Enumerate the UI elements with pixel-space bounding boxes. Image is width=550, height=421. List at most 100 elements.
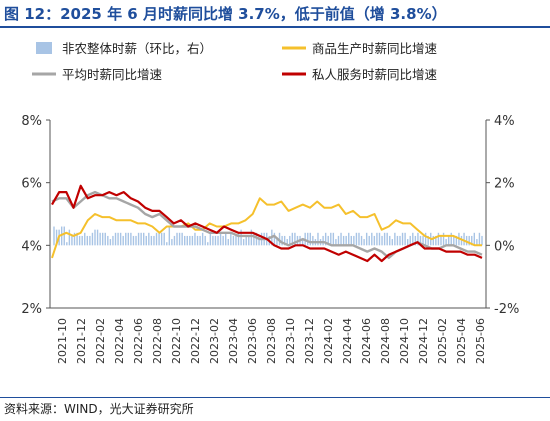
bar-mark (194, 232, 196, 246)
bar-mark (432, 235, 435, 246)
bar-mark (437, 232, 440, 246)
bar-mark (219, 232, 222, 246)
right-tick-label: -2% (494, 302, 519, 317)
bar-mark (399, 235, 401, 246)
bar-mark (289, 235, 291, 246)
x-tick-label: 2023-04 (227, 318, 240, 364)
bar-mark (381, 235, 383, 246)
bar-mark (217, 235, 219, 246)
x-tick-label: 2023-08 (265, 318, 278, 364)
bar-mark (473, 232, 476, 246)
x-tick-label: 2023-10 (284, 318, 297, 364)
bar-mark (242, 239, 245, 246)
bar-mark (225, 232, 227, 246)
right-tick-label: 4% (494, 114, 515, 129)
bar-mark (442, 232, 445, 246)
bar-mark (119, 232, 122, 246)
bar-mark (143, 232, 145, 246)
bar-mark (294, 232, 296, 246)
bar-mark (327, 235, 329, 246)
bar-mark (68, 229, 71, 246)
bar-mark (478, 232, 481, 246)
bar-mark (189, 235, 191, 246)
bar-mark (394, 232, 396, 246)
bar-mark (76, 232, 78, 246)
bar-mark (155, 232, 158, 246)
bar-mark (109, 239, 112, 246)
bar-mark (348, 232, 350, 246)
left-tick-label: 2% (21, 302, 42, 317)
x-tick-label: 2024-12 (417, 318, 430, 364)
bar-mark (137, 232, 140, 246)
bar-mark (71, 235, 73, 246)
bar-mark (401, 232, 404, 246)
bar-mark (204, 235, 206, 246)
bar-mark (373, 235, 376, 246)
x-tick-label: 2022-04 (113, 318, 126, 364)
bar-mark (389, 235, 391, 246)
bar-mark (283, 235, 286, 246)
series-line-2 (51, 190, 483, 260)
bar-mark (281, 235, 283, 246)
series-line-3 (51, 184, 483, 263)
chart-title: 图 12：2025 年 6 月时薪同比增 3.7%，低于前值（增 3.8%） (4, 5, 447, 23)
bar-mark (317, 232, 319, 246)
bar-mark (355, 232, 358, 246)
x-tick-label: 2023-06 (246, 318, 259, 364)
bar-mark (340, 232, 342, 246)
bar-mark (330, 232, 332, 246)
bar-mark (237, 232, 240, 246)
bar-mark (376, 232, 378, 246)
bar-mark (450, 232, 452, 246)
bar-mark (99, 232, 101, 246)
x-tick-label: 2024-10 (398, 318, 411, 364)
bar-mark (301, 239, 304, 246)
bar-mark (207, 242, 209, 246)
bar-mark (286, 239, 288, 246)
bar-mark (166, 242, 168, 246)
bar-mark (107, 235, 109, 246)
bar-mark (455, 235, 458, 246)
bar-mark (89, 235, 91, 246)
bar-mark (127, 232, 130, 246)
bar-mark (409, 235, 411, 246)
bar-mark (86, 235, 89, 246)
bar-mark (424, 232, 427, 246)
bar-mark (404, 232, 406, 246)
bar-mark (60, 226, 63, 246)
legend-label: 平均时薪同比增速 (62, 67, 163, 82)
bar-mark (360, 235, 363, 246)
legend-label: 非农整体时薪（环比，右） (62, 41, 212, 56)
footer-divider (0, 397, 550, 398)
bar-mark (114, 232, 117, 246)
bar-mark (135, 235, 137, 246)
bar-mark (245, 235, 247, 246)
bar-mark (112, 235, 114, 246)
x-tick-label: 2024-02 (322, 318, 335, 364)
bar-mark (460, 235, 463, 246)
left-tick-label: 6% (21, 177, 42, 192)
bar-mark (463, 232, 465, 246)
source-note: 资料来源：WIND，光大证券研究所 (4, 402, 194, 416)
bar-mark (96, 229, 99, 246)
bar-mark (186, 235, 188, 246)
bar-mark (101, 232, 104, 246)
bar-mark (255, 232, 258, 246)
bar-mark (153, 235, 155, 246)
x-tick-label: 2021-12 (75, 318, 88, 364)
bar-mark (307, 232, 309, 246)
bar-mark (178, 232, 181, 246)
bar-mark (253, 232, 255, 246)
bar-mark (353, 235, 355, 246)
bar-mark (363, 239, 365, 246)
bar-mark (445, 239, 447, 246)
x-tick-label: 2023-02 (208, 318, 221, 364)
series-line-1 (51, 197, 482, 259)
bar-mark (391, 239, 393, 246)
bar-mark (171, 239, 173, 246)
bar-mark (368, 235, 370, 246)
bar-mark (235, 235, 237, 246)
bar-mark (345, 235, 347, 246)
bar-mark (122, 235, 124, 246)
bar-mark (104, 232, 106, 246)
